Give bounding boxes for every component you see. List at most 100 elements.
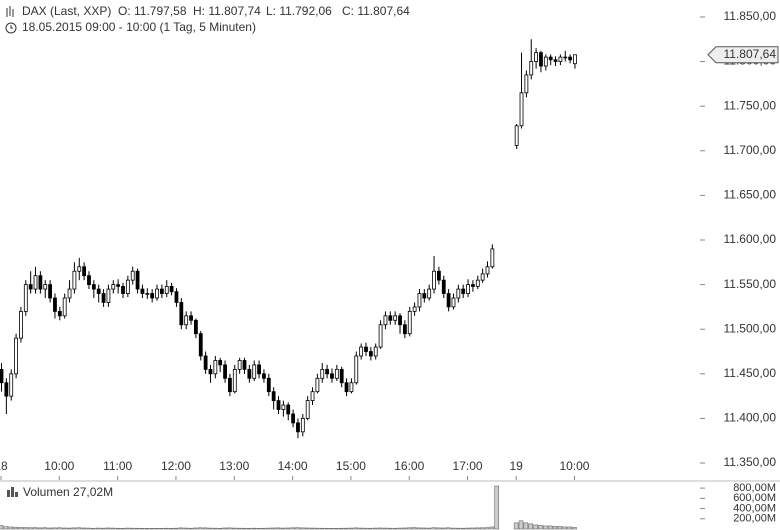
candle-body	[96, 288, 101, 294]
volume-bar	[372, 527, 378, 530]
candle-body	[164, 285, 169, 294]
volume-bar	[334, 528, 339, 530]
x-tick-label: 12:00	[161, 459, 191, 473]
volume-bar	[110, 527, 116, 530]
volume-bar	[3, 526, 9, 530]
volume-bar	[557, 526, 563, 530]
bars-icon	[6, 6, 14, 17]
volume-bar	[309, 527, 315, 530]
candle-body	[456, 288, 461, 299]
candle-body	[140, 288, 145, 294]
volume-bar	[465, 527, 470, 530]
volume-bar	[173, 527, 179, 530]
candle-body	[519, 92, 524, 127]
candle-body	[48, 284, 52, 299]
y-tick-label: 11.600,00	[724, 232, 777, 246]
volume-bar	[470, 527, 475, 530]
volume-bar	[32, 527, 38, 530]
candle-body	[475, 279, 480, 287]
ohlc-label: O: 11.797,58	[118, 4, 187, 18]
volume-bar	[144, 528, 150, 530]
candle-body	[150, 293, 155, 299]
candle-body	[398, 315, 402, 326]
candle-body	[106, 288, 111, 303]
candle-body	[130, 270, 135, 281]
candle-body	[543, 56, 548, 67]
x-tick-label: 18	[0, 459, 8, 473]
volume-bar	[236, 527, 242, 530]
volume-bar	[8, 526, 14, 530]
volume-tick-label: 200,00M	[733, 513, 776, 525]
candle-body	[135, 270, 140, 290]
volume-bar	[348, 527, 354, 530]
volume-bar	[275, 527, 281, 530]
volume-bar	[168, 527, 174, 530]
candle-body	[417, 293, 422, 308]
volume-bar	[246, 527, 252, 530]
candle-body	[208, 368, 213, 375]
ohlc-label: L: 11.792,06	[266, 4, 332, 18]
candle-body	[339, 368, 344, 384]
y-tick-label: 11.650,00	[724, 188, 777, 202]
volume-bar	[37, 527, 43, 530]
volume-bar	[489, 526, 495, 530]
volume-bar	[538, 525, 543, 530]
candle-body	[291, 413, 296, 424]
volume-bar	[197, 527, 203, 530]
candle-body	[0, 368, 4, 384]
candle-body	[232, 368, 237, 393]
candle-body	[534, 52, 538, 62]
volume-bar	[455, 527, 461, 530]
volume-bar	[81, 527, 86, 530]
volume-bar	[533, 524, 538, 530]
candle-body	[72, 270, 77, 290]
candle-body	[461, 288, 466, 294]
candle-body	[266, 377, 271, 393]
candle-body	[257, 364, 261, 375]
candle-body	[281, 404, 286, 410]
candle-body	[354, 355, 359, 384]
volume-bar	[363, 527, 368, 530]
volume-bar	[319, 527, 325, 530]
y-tick-label: 11.700,00	[724, 143, 777, 157]
candle-body	[514, 125, 519, 146]
volume-bar	[100, 527, 106, 530]
candle-body	[247, 368, 252, 379]
volume-bar	[543, 525, 548, 530]
volume-bar	[120, 527, 125, 530]
candle-body	[43, 284, 48, 290]
volume-bar	[134, 527, 140, 530]
volume-bar	[411, 527, 417, 530]
y-tick-label: 11.350,00	[724, 455, 777, 469]
volume-bar	[212, 527, 218, 530]
volume-bar	[426, 527, 431, 530]
candle-body	[101, 293, 106, 303]
volume-bar	[149, 527, 154, 530]
candle-body	[427, 288, 432, 299]
volume-bar	[406, 527, 412, 530]
volume-bar	[125, 527, 130, 530]
volume-icon	[7, 487, 18, 497]
candle-body	[87, 275, 91, 286]
volume-bar	[368, 527, 373, 530]
candle-body	[344, 382, 349, 393]
ohlc-label: H: 11.807,74	[193, 4, 261, 18]
candle-body	[553, 59, 558, 62]
volume-bar	[280, 527, 286, 530]
candle-body	[242, 360, 247, 370]
volume-bar	[392, 527, 397, 530]
volume-bar	[304, 527, 310, 530]
chart-title: DAX (Last, XXP)	[22, 4, 111, 18]
candle-body	[359, 346, 364, 357]
candle-body	[125, 279, 130, 294]
volume-bar	[343, 527, 349, 530]
volume-bar	[71, 527, 77, 530]
volume-bar	[562, 526, 568, 530]
candle-body	[325, 368, 330, 375]
last-price-label: 11.807,64	[724, 47, 777, 61]
candle-body	[422, 293, 427, 299]
y-tick-label: 11.500,00	[724, 321, 777, 335]
volume-bar	[402, 527, 407, 530]
candle-body	[62, 297, 67, 317]
